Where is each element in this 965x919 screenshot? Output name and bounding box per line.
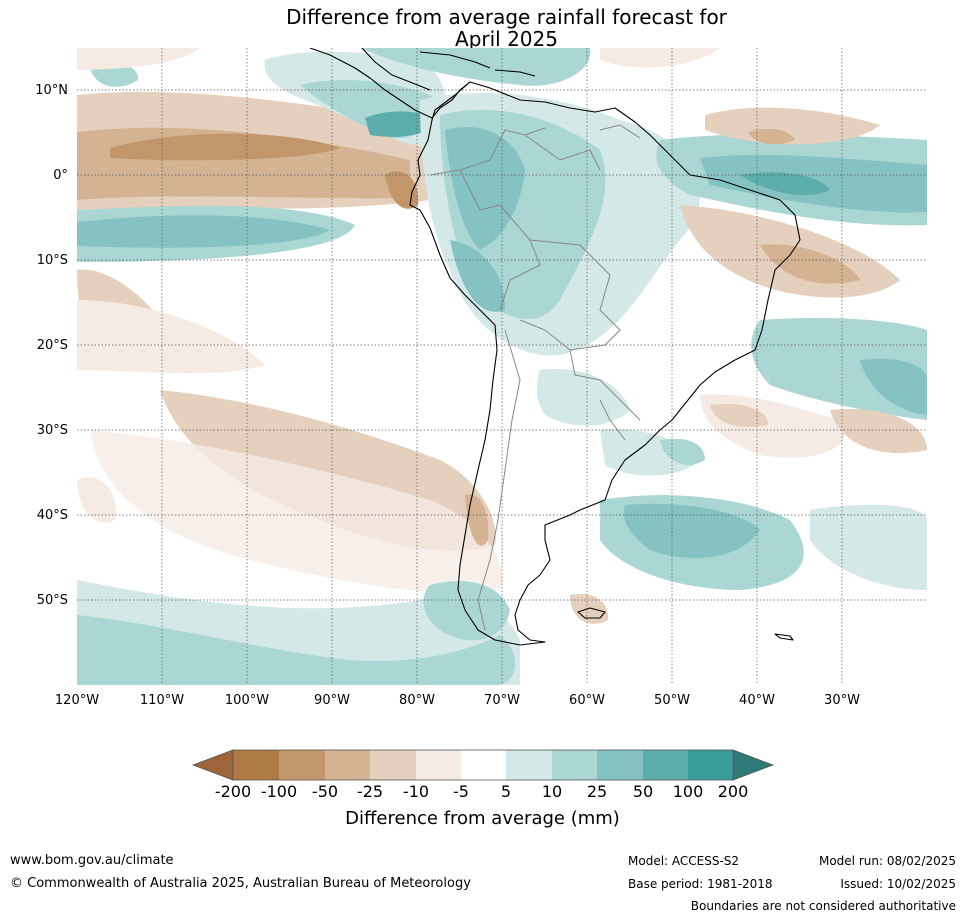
copyright-notice: © Commonwealth of Australia 2025, Austra… [10, 876, 471, 891]
colorbar-swatch [506, 750, 552, 780]
model-run-date: Model run: 08/02/2025 [818, 854, 956, 868]
lat-label: 10°S [36, 253, 68, 268]
wet-south-pacific-core [77, 615, 515, 685]
dry-south-atlantic-east [830, 409, 927, 454]
wet-peru-andes [450, 240, 505, 312]
dry-faint-west-pacific-north [77, 48, 200, 70]
colorbar-tick-label: -100 [260, 782, 298, 801]
wet-caribbean [360, 48, 591, 86]
issued-date: Issued: 10/02/2025 [840, 877, 956, 891]
lon-label: 110°W [139, 693, 185, 708]
central-america-coastline [309, 48, 471, 119]
colorbar-tick-label: 200 [717, 782, 749, 801]
wet-atlantic-equatorial-strong [740, 172, 830, 195]
colorbar-swatch [643, 750, 688, 780]
dry-atlantic-north-core [748, 128, 795, 145]
wet-uruguay-core [660, 438, 705, 465]
model-name: Model: ACCESS-S2 [628, 854, 740, 868]
base-period: Base period: 1981-2018 [628, 877, 773, 891]
south-georgia-coastline [774, 633, 794, 641]
lon-label: 70°W [484, 693, 520, 708]
coastlines [309, 48, 801, 646]
colorbar-swatch [325, 750, 370, 780]
lon-label: 50°W [654, 693, 690, 708]
dry-se-pacific-west-faint [77, 300, 265, 374]
wet-core-south-equatorial-pacific [77, 215, 330, 248]
colorbar-tick-label: 50 [632, 782, 654, 801]
lat-label: 50°S [36, 593, 68, 608]
dry-atlantic-north [705, 107, 880, 145]
wet-amazon-core [445, 126, 525, 250]
lat-label: 20°S [36, 338, 68, 353]
map-title-line2: April 2025 [455, 27, 558, 51]
colorbar-tick-label: 5 [500, 782, 512, 801]
wet-southern-chile [423, 581, 510, 641]
wet-uruguay [600, 429, 700, 476]
dry-strong-peru-coast [385, 171, 419, 209]
dry-se-pacific-band-faint [90, 430, 502, 593]
colorbar-swatch [279, 750, 325, 780]
wet-south-atlantic-south-core [623, 503, 760, 559]
map-title-line1: Difference from average rainfall forecas… [286, 5, 727, 29]
wet-paraguay [536, 369, 630, 426]
lon-label: 80°W [399, 693, 435, 708]
south-america-coastline [409, 81, 801, 646]
colorbar-tick-label: -5 [453, 782, 469, 801]
colorbar-tick-label: -10 [402, 782, 430, 801]
colorbar-label: Difference from average (mm) [345, 808, 620, 829]
colorbar-swatch [461, 750, 506, 780]
colorbar [191, 749, 775, 781]
colorbar-swatch [370, 750, 416, 780]
colorbar-tick-label: 100 [672, 782, 704, 801]
dry-ne-brazil-core [760, 244, 860, 284]
lon-label: 120°W [54, 693, 100, 708]
colorbar-tick-label: 25 [586, 782, 608, 801]
boundaries-disclaimer: Boundaries are not considered authoritat… [690, 899, 956, 913]
colorbar-extend-high [732, 749, 775, 781]
wet-south-atlantic-east [810, 504, 927, 590]
lat-label: 40°S [36, 508, 68, 523]
colorbar-swatch [597, 750, 643, 780]
colorbar-tick-label: 10 [541, 782, 563, 801]
lat-label: 0° [53, 168, 68, 183]
lat-label: 10°N [35, 83, 68, 98]
lon-label: 30°W [824, 693, 860, 708]
anomaly-shading [77, 48, 927, 685]
lon-label: 90°W [314, 693, 350, 708]
lon-label: 40°W [739, 693, 775, 708]
dry-faint-nw-pacific [77, 477, 116, 523]
country-borders [429, 124, 641, 631]
colorbar-swatch [688, 750, 733, 780]
website-link[interactable]: www.bom.gov.au/climate [10, 853, 174, 868]
dry-strong-equatorial-pacific [110, 133, 340, 161]
dry-south-atlantic [700, 394, 846, 458]
colorbar-tick-label: -50 [311, 782, 339, 801]
colorbar-swatch [416, 750, 461, 780]
dry-faint-north-atlantic [600, 48, 720, 68]
dry-south-atlantic-core [710, 403, 769, 427]
lon-label: 100°W [224, 693, 270, 708]
colorbar-tick-label: -200 [214, 782, 252, 801]
dry-chile-coast [465, 494, 489, 546]
colorbar-extend-low [191, 749, 234, 781]
cuba-coastline [419, 51, 491, 69]
falklands-coastline [577, 607, 606, 619]
lon-label: 60°W [569, 693, 605, 708]
wet-south-atlantic-core [860, 358, 927, 415]
colorbar-swatch [233, 750, 279, 780]
colorbar-swatch [552, 750, 597, 780]
lat-label: 30°S [36, 423, 68, 438]
colorbar-tick-label: -25 [356, 782, 384, 801]
hispaniola-coastline [494, 69, 536, 77]
